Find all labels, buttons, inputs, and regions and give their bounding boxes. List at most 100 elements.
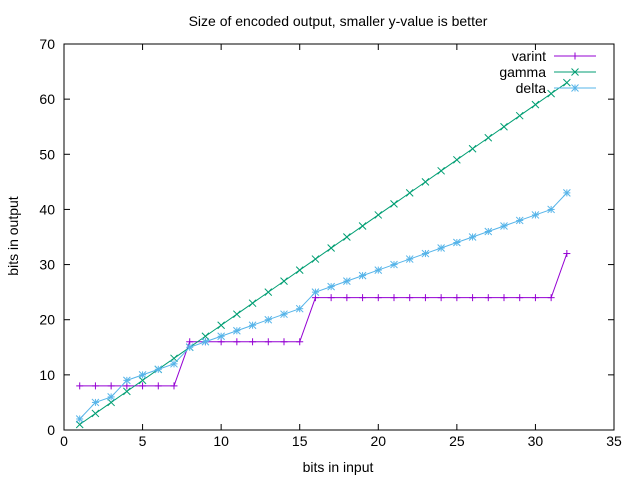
data-point-delta [358, 271, 367, 280]
data-point-varint [547, 294, 555, 302]
data-point-delta [233, 326, 241, 335]
y-tick-label: 60 [39, 91, 55, 107]
legend-marker-varint [571, 52, 579, 60]
data-point-varint [531, 294, 539, 302]
data-point-gamma [295, 266, 304, 274]
data-point-varint [453, 294, 461, 302]
data-point-gamma [531, 100, 540, 109]
series-line-varint [79, 253, 568, 387]
data-point-varint [484, 294, 492, 302]
x-tick-label: 20 [370, 433, 386, 449]
data-point-varint [296, 338, 304, 346]
data-point-gamma [547, 89, 555, 98]
x-tick-label: 35 [606, 433, 622, 449]
data-point-varint [170, 382, 178, 390]
data-point-delta [563, 189, 571, 197]
data-point-delta [264, 315, 273, 324]
data-point-varint [516, 294, 524, 302]
data-point-gamma [233, 310, 241, 319]
data-point-varint [107, 382, 115, 390]
y-tick-label: 10 [39, 367, 55, 383]
y-tick-label: 40 [39, 201, 55, 217]
data-point-varint [76, 382, 84, 390]
series-line-gamma [79, 82, 568, 425]
x-tick-label: 25 [449, 433, 465, 449]
data-point-varint [374, 294, 382, 302]
data-point-delta [154, 365, 163, 374]
y-axis-label: bits in output [5, 196, 21, 275]
legend-label-delta: delta [516, 80, 547, 96]
x-tick-label: 15 [292, 433, 308, 449]
data-point-delta [295, 304, 304, 313]
data-point-gamma [500, 122, 508, 131]
x-tick-label: 10 [213, 433, 229, 449]
data-point-delta [75, 415, 84, 423]
series-line-delta [79, 192, 568, 420]
y-tick-label: 70 [39, 36, 55, 52]
legend-marker-delta [571, 84, 579, 92]
data-point-delta [201, 337, 210, 346]
data-point-gamma [248, 299, 257, 308]
data-point-gamma [91, 409, 100, 418]
data-point-gamma [327, 244, 335, 252]
data-point-delta [170, 359, 178, 368]
data-point-gamma [358, 222, 367, 230]
data-point-varint [343, 294, 351, 302]
data-point-delta [453, 238, 461, 247]
data-point-delta [185, 343, 194, 352]
data-point-gamma [421, 178, 430, 186]
axes: 0 5 10 15 20 25 30 35 0 10 20 30 40 50 60 70 [39, 36, 622, 449]
data-point-gamma [201, 332, 210, 341]
y-tick-label: 20 [39, 312, 55, 328]
y-tick-label: 50 [39, 146, 55, 162]
data-point-varint [437, 294, 445, 302]
data-point-delta [547, 205, 555, 214]
data-point-gamma [217, 321, 225, 330]
data-point-delta [91, 398, 100, 407]
data-point-delta [217, 332, 225, 341]
data-point-gamma [515, 111, 524, 120]
data-point-delta [421, 249, 430, 258]
data-point-varint [91, 382, 99, 390]
data-point-delta [437, 244, 445, 252]
data-point-gamma [138, 376, 147, 385]
series-delta [75, 189, 571, 423]
data-point-varint [390, 294, 398, 302]
data-point-varint [327, 294, 335, 302]
data-point-varint [359, 294, 367, 302]
y-tick-label: 30 [39, 257, 55, 273]
x-axis-label: bits in input [303, 459, 374, 475]
legend-marker-gamma [571, 68, 579, 76]
data-point-delta [327, 282, 335, 291]
series-varint [76, 250, 571, 390]
data-point-delta [123, 376, 131, 385]
series-layer [75, 78, 571, 429]
data-point-varint [280, 338, 288, 346]
data-point-gamma [453, 155, 461, 164]
data-point-delta [311, 288, 320, 296]
data-point-gamma [437, 166, 445, 175]
data-point-gamma [107, 398, 115, 407]
data-point-delta [484, 227, 493, 236]
legend-label-gamma: gamma [499, 64, 546, 80]
legend-label-varint: varint [512, 48, 546, 64]
data-point-delta [280, 310, 288, 319]
data-point-varint [154, 382, 162, 390]
data-point-varint [406, 294, 414, 302]
data-point-delta [500, 222, 508, 230]
data-point-gamma [374, 211, 383, 219]
data-point-gamma [468, 144, 477, 153]
data-point-delta [468, 233, 477, 241]
data-point-varint [139, 382, 147, 390]
data-point-varint [563, 250, 571, 258]
data-point-delta [374, 266, 383, 274]
data-point-gamma [264, 288, 273, 296]
data-point-delta [390, 260, 398, 269]
data-point-gamma [123, 387, 131, 396]
y-tick-label: 0 [47, 422, 55, 438]
data-point-varint [233, 338, 241, 346]
x-tick-label: 30 [528, 433, 544, 449]
data-point-delta [405, 255, 414, 263]
